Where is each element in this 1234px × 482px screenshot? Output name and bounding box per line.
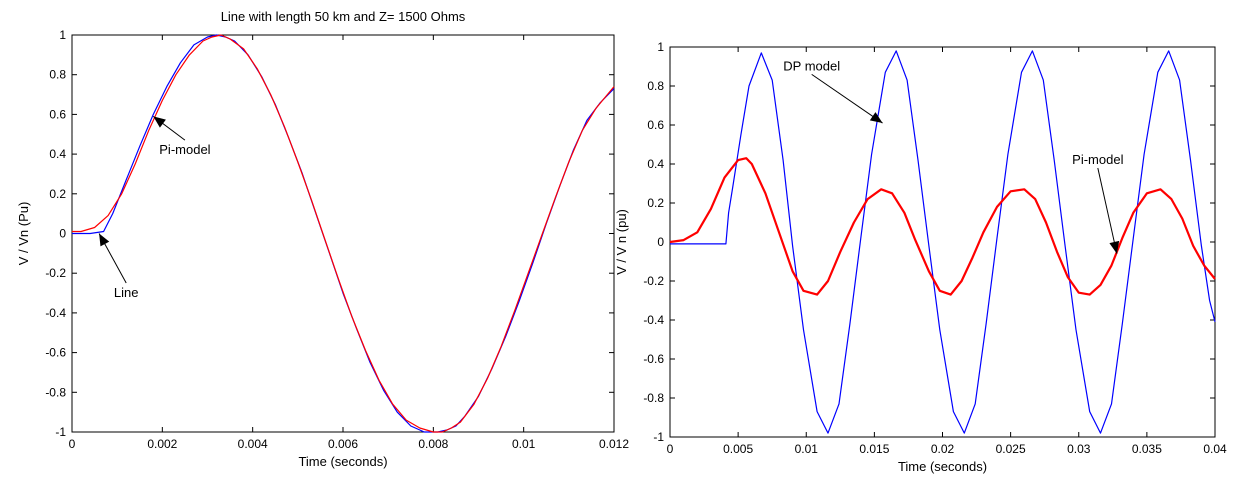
x-tick-label: 0.02 bbox=[931, 442, 955, 456]
y-tick-label: 0.4 bbox=[49, 147, 66, 161]
plot-frame bbox=[669, 46, 1216, 438]
y-tick-label: -0.4 bbox=[643, 313, 664, 327]
x-tick-label: 0.035 bbox=[1132, 442, 1162, 456]
y-tick-label: -0.8 bbox=[643, 391, 664, 405]
chart-1: 0 0.002 0.004 0.006 0.008 0.01 0.012 -1 -0.8 -0.6… bbox=[16, 9, 629, 469]
y-tick-label: 0.8 bbox=[647, 79, 664, 93]
x-axis-label: Time (seconds) bbox=[898, 459, 987, 474]
y-tick-label: -0.8 bbox=[45, 385, 66, 399]
y-tick-label: -0.2 bbox=[643, 274, 664, 288]
chart-2: 0 0.005 0.01 0.015 0.02 0.025 0.03 0.035 0.04 -1 -… bbox=[614, 40, 1227, 474]
x-tick-label: 0.025 bbox=[996, 442, 1026, 456]
y-tick-label: 0.4 bbox=[647, 157, 664, 171]
y-axis-label: V / Vn (Pu) bbox=[16, 202, 31, 266]
annotation-arrow-head bbox=[1109, 240, 1120, 254]
x-tick-label: 0.005 bbox=[723, 442, 753, 456]
x-tick-label: 0.012 bbox=[599, 437, 629, 451]
annotation-label: Pi-model bbox=[1072, 152, 1123, 167]
series-line-pi-model bbox=[72, 34, 615, 433]
x-tick-label: 0.03 bbox=[1067, 442, 1091, 456]
x-tick-label: 0.015 bbox=[859, 442, 889, 456]
y-tick-label: -0.4 bbox=[45, 306, 66, 320]
y-tick-label: -1 bbox=[653, 430, 664, 444]
annotation-arrow-shaft bbox=[811, 73, 883, 124]
y-tick-label: 0.8 bbox=[49, 68, 66, 82]
annotation-label: Pi-model bbox=[159, 142, 210, 157]
series-line-pi-model bbox=[669, 157, 1216, 296]
y-tick-label: 0.6 bbox=[647, 118, 664, 132]
annotation-label: DP model bbox=[783, 58, 840, 73]
series-line-dp-model bbox=[670, 50, 1216, 434]
x-axis-label: Time (seconds) bbox=[298, 454, 387, 469]
annotation-arrow-head bbox=[869, 112, 883, 124]
x-tick-label: 0.008 bbox=[418, 437, 448, 451]
x-tick-label: 0 bbox=[667, 442, 674, 456]
chart-title: Line with length 50 km and Z= 1500 Ohms bbox=[221, 9, 466, 24]
annotation-arrow-shaft bbox=[1097, 167, 1118, 254]
annotation-arrow-head bbox=[153, 116, 166, 128]
y-tick-label: 0 bbox=[657, 235, 664, 249]
x-tick-label: 0 bbox=[69, 437, 76, 451]
y-tick-label: 1 bbox=[59, 28, 66, 42]
y-tick-label: 0.2 bbox=[647, 196, 664, 210]
x-tick-label: 0.01 bbox=[512, 437, 536, 451]
x-tick-label: 0.04 bbox=[1203, 442, 1227, 456]
annotation-arrow-head bbox=[99, 233, 110, 247]
y-tick-label: -0.6 bbox=[643, 352, 664, 366]
x-tick-label: 0.006 bbox=[328, 437, 358, 451]
y-tick-label: 0 bbox=[59, 227, 66, 241]
plot-frame bbox=[71, 34, 615, 433]
x-tick-label: 0.004 bbox=[238, 437, 268, 451]
y-tick-label: 0.2 bbox=[49, 187, 66, 201]
y-tick-label: -1 bbox=[55, 425, 66, 439]
x-tick-label: 0.01 bbox=[795, 442, 819, 456]
y-tick-label: 0.6 bbox=[49, 107, 66, 121]
y-tick-label: 1 bbox=[657, 40, 664, 54]
x-tick-label: 0.002 bbox=[147, 437, 177, 451]
annotation-label: Line bbox=[114, 285, 139, 300]
y-tick-label: -0.2 bbox=[45, 266, 66, 280]
y-tick-label: -0.6 bbox=[45, 346, 66, 360]
y-axis-label: V / V n (pu) bbox=[614, 209, 629, 275]
